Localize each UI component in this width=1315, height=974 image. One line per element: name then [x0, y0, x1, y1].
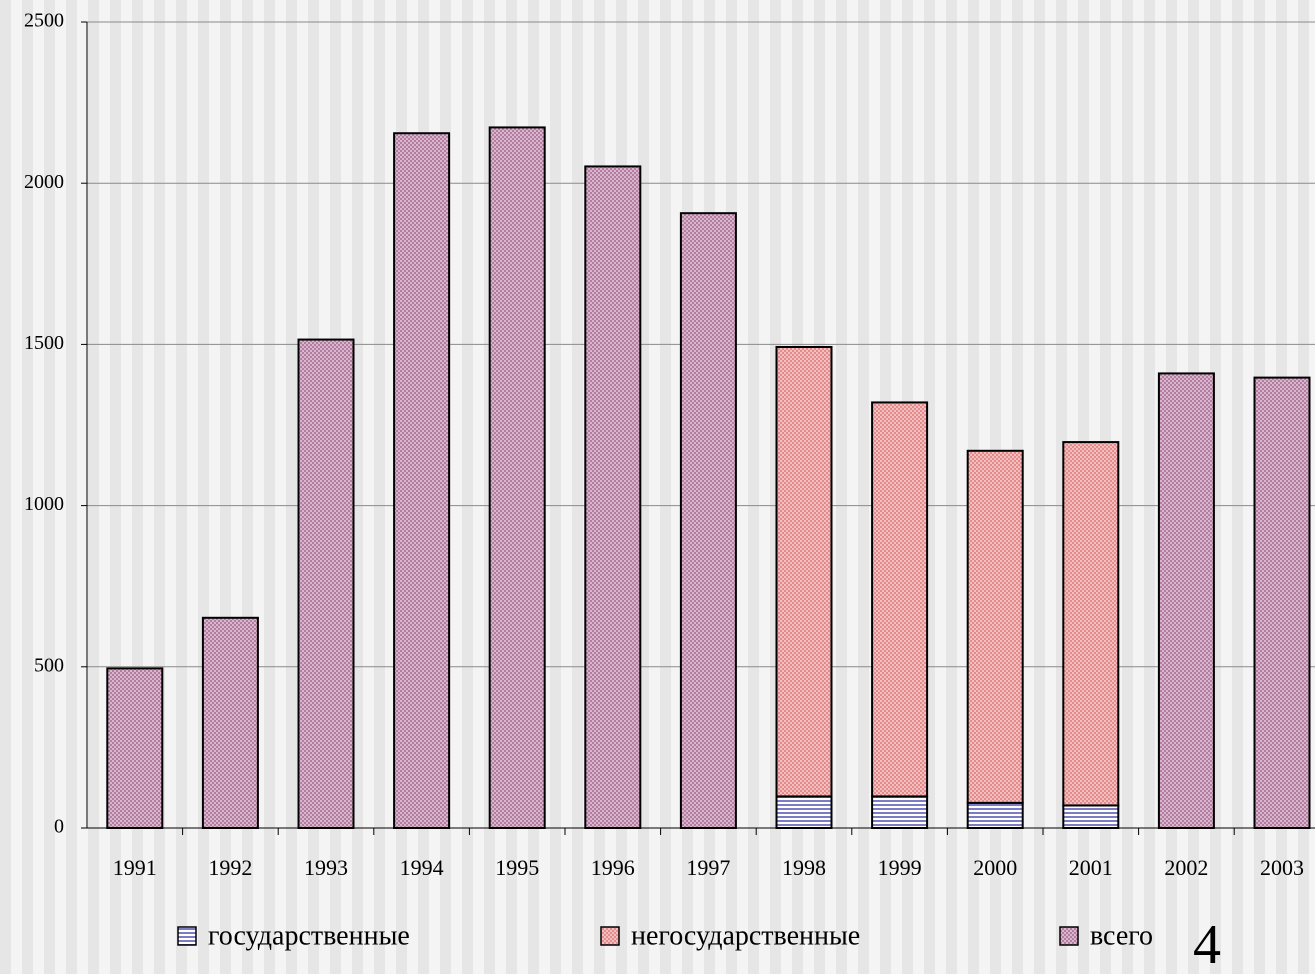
legend-swatch — [177, 926, 197, 946]
legend-label: государственные — [208, 920, 410, 951]
bar-segment — [584, 165, 642, 830]
x-tick-label: 1999 — [878, 855, 922, 880]
x-tick-label: 1994 — [400, 855, 444, 880]
bar-segment — [201, 616, 259, 830]
x-tick-label: 2001 — [1069, 855, 1113, 880]
x-tick-label: 1991 — [113, 855, 157, 880]
y-tick-label: 1000 — [24, 493, 64, 515]
y-tick-label: 1500 — [24, 332, 64, 354]
legend-swatch — [600, 926, 620, 946]
x-tick-label: 1998 — [782, 855, 826, 880]
bar-segment — [1062, 804, 1120, 830]
x-tick-label: 1995 — [495, 855, 539, 880]
bar-segment — [679, 212, 737, 829]
x-tick-label: 2002 — [1164, 855, 1208, 880]
bar-segment — [393, 132, 451, 829]
bar-segment — [871, 401, 929, 798]
page-number: 4 — [1193, 914, 1221, 974]
x-tick-label: 1996 — [591, 855, 635, 880]
x-tick-label: 2003 — [1260, 855, 1304, 880]
x-tick-label: 1992 — [208, 855, 252, 880]
bar-segment — [775, 345, 833, 798]
bar-segment — [297, 338, 355, 829]
bar-segment — [775, 795, 833, 829]
bar-segment — [488, 126, 546, 829]
x-tick-label: 2000 — [973, 855, 1017, 880]
y-tick-label: 2500 — [24, 10, 64, 32]
bar-segment — [871, 795, 929, 829]
x-tick-label: 1997 — [686, 855, 730, 880]
bar-segment — [1062, 441, 1120, 807]
x-tick-label: 1993 — [304, 855, 348, 880]
y-tick-label: 500 — [34, 654, 64, 676]
bar-segment — [966, 449, 1024, 804]
legend-swatch — [1059, 926, 1079, 946]
y-tick-label: 2000 — [24, 171, 64, 193]
bar-segment — [106, 667, 164, 829]
bar-segment — [1253, 376, 1311, 829]
legend-label: негосударственные — [631, 920, 860, 951]
legend-label: всего — [1090, 920, 1153, 951]
bar-segment — [966, 801, 1024, 829]
bar-segment — [1157, 372, 1215, 829]
y-tick-label: 0 — [54, 816, 64, 838]
